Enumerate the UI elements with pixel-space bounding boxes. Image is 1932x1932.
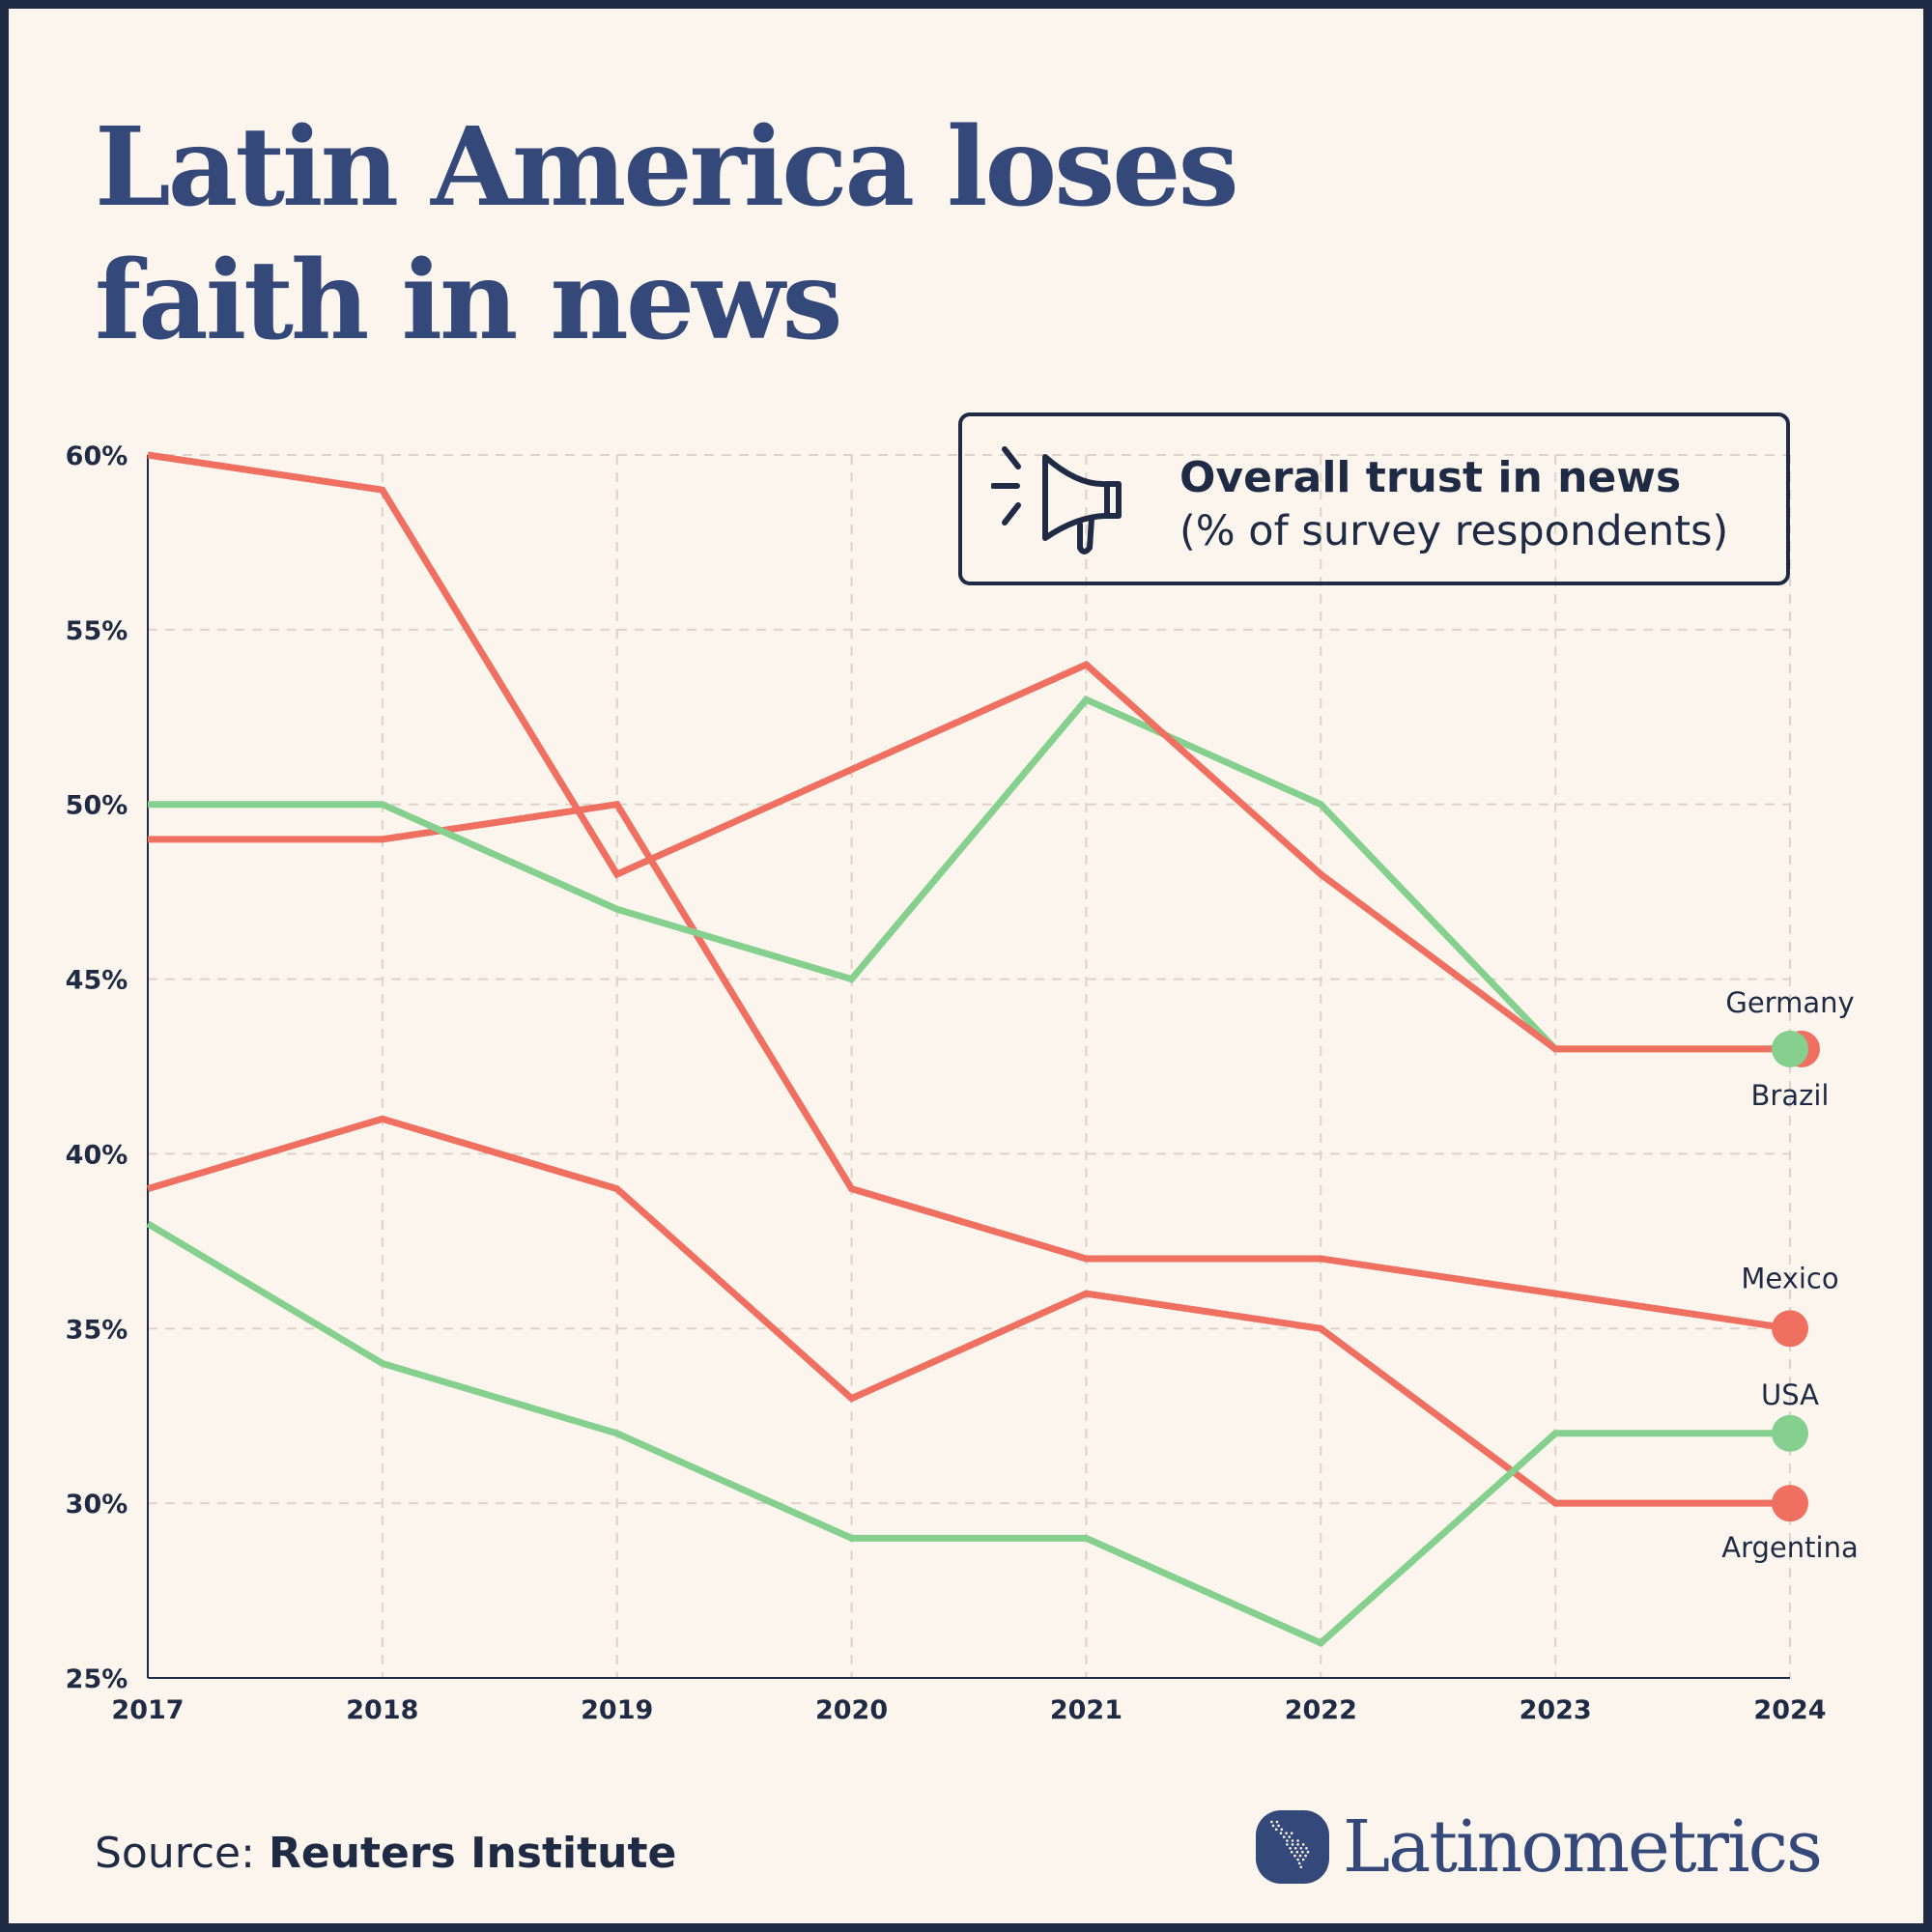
title-line-1: Latin America loses [95,104,1239,231]
series-line-mexico [148,800,1791,1332]
series-label-usa: USA [1761,1378,1819,1411]
source-label: Source: [95,1829,255,1878]
y-tick-label: 45% [66,966,128,996]
series-line-usa [146,1220,1790,1647]
end-point-germany [1772,1030,1808,1067]
chart-legend-box: Overall trust in news (% of survey respo… [958,412,1790,585]
series-line-argentina [147,1115,1790,1507]
y-tick-label: 30% [66,1490,128,1520]
x-tick-label: 2017 [111,1695,184,1725]
x-tick-label: 2024 [1753,1695,1826,1725]
y-tick-label: 35% [66,1315,128,1345]
x-tick-label: 2019 [581,1695,653,1725]
end-point-mexico [1772,1310,1808,1348]
page-title: Latin America loses faith in news [95,101,1239,368]
title-line-2: faith in news [95,238,843,364]
megaphone-icon [991,446,1122,554]
x-tick-label: 2023 [1520,1695,1592,1725]
legend-subtitle: (% of survey respondents) [1179,507,1729,555]
source-note: Source: Reuters Institute [95,1829,676,1878]
source-name: Reuters Institute [268,1829,677,1878]
y-tick-label: 55% [66,616,128,646]
series-label-brazil: Brazil [1751,1079,1830,1112]
series-label-argentina: Argentina [1721,1531,1858,1564]
end-point-usa [1772,1414,1808,1452]
series-label-germany: Germany [1725,986,1854,1019]
y-tick-label: 60% [66,441,128,471]
series-line-germany [148,695,1790,1053]
latin-america-map-icon [1256,1810,1329,1884]
x-tick-label: 2020 [815,1695,888,1725]
brand-name: Latinometrics [1343,1805,1823,1889]
x-tick-label: 2022 [1285,1695,1357,1725]
series-line-brazil [147,451,1790,1053]
end-point-argentina [1772,1485,1808,1522]
legend-title: Overall trust in news [1179,453,1682,502]
y-tick-label: 25% [66,1664,128,1694]
series-label-mexico: Mexico [1741,1262,1838,1294]
y-tick-label: 50% [66,791,128,821]
y-tick-label: 40% [66,1140,128,1170]
x-tick-label: 2018 [346,1695,418,1725]
x-tick-label: 2021 [1050,1695,1122,1725]
brand-logo: Latinometrics [1256,1805,1823,1889]
